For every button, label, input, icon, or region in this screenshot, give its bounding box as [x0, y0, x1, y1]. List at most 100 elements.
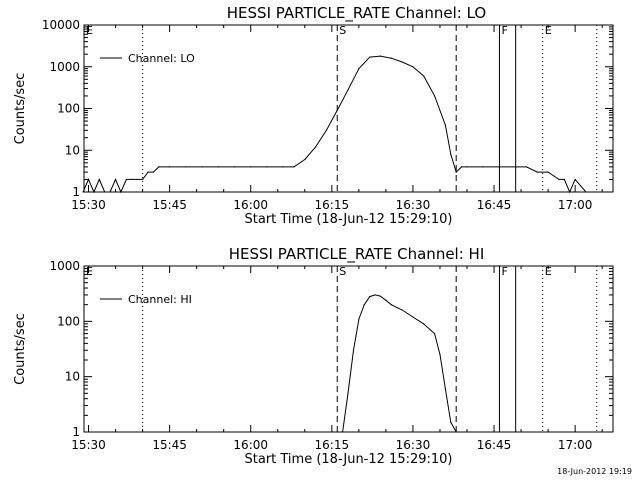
panel1-data-point [569, 191, 571, 193]
panel1-data-point [563, 178, 565, 181]
panel2-x-tick-label: 16:30 [396, 438, 431, 452]
panel1-data-point [547, 171, 549, 173]
panel2-x-tick-label: 15:30 [71, 438, 106, 452]
panel1-data-point [596, 191, 598, 193]
panel1-data-point [585, 191, 587, 193]
panel1-data-point [147, 171, 149, 173]
panel1-y-tick-label: 1 [72, 185, 80, 199]
panel1-data-point [141, 178, 144, 181]
panel2-data-point [439, 354, 441, 356]
panel1-data-point [152, 171, 154, 173]
timestamp-stamp: 18-Jun-2012 19:19 [557, 467, 632, 476]
panel1-marker-label: F [501, 24, 507, 37]
panel2-x-axis-label: Start Time (18-Jun-12 15:29:10) [245, 452, 453, 467]
panel1-data-point [558, 178, 560, 181]
panel1-data-point [87, 178, 90, 181]
panel1-data-point [293, 166, 295, 168]
panel1-data-point [315, 146, 317, 148]
panel1-data-point [233, 166, 236, 168]
panel2-x-tick-label: 16:45 [477, 438, 512, 452]
panel1-data-point [82, 191, 84, 193]
panel2-marker-label: E [545, 265, 552, 278]
panel2-data-point [450, 421, 452, 423]
panel1-x-tick-label: 16:00 [233, 198, 268, 212]
panel1-x-tick-label: 15:45 [152, 198, 187, 212]
panel2-data-point [347, 392, 349, 394]
panel1-y-tick-label: 10000 [42, 18, 80, 32]
panel1-data-point [515, 166, 517, 168]
panel2-title: HESSI PARTICLE_RATE Channel: HI [229, 245, 485, 264]
panel1-data-point [250, 166, 252, 168]
panel1-data-point [185, 166, 187, 168]
panel2-marker-label: S [339, 265, 346, 278]
panel2-y-tick-label: 1 [72, 425, 80, 439]
panel1-data-point [131, 178, 133, 181]
panel1-data-point [125, 178, 127, 181]
panel2-x-tick-label: 15:45 [152, 438, 187, 452]
panel2-marker-label: F [501, 265, 507, 278]
panel1-data-point [379, 55, 382, 57]
panel1-data-point [304, 158, 306, 161]
panel2-y-axis-label: Counts/sec [13, 313, 28, 385]
panel2-data-point [358, 318, 360, 320]
panel1-data-point [482, 166, 484, 168]
panel1-data-point [93, 191, 95, 193]
panel1-data-point [433, 95, 436, 97]
panel1-data-point [266, 166, 268, 168]
panel2-data-point [352, 349, 355, 351]
panel2-data-point [342, 431, 344, 433]
panel1-data-point [369, 56, 371, 58]
panel1-data-point [169, 166, 171, 168]
panel2-axes-frame [83, 265, 614, 433]
panel1-data-point [498, 166, 501, 168]
panel1-data-point [525, 166, 528, 168]
panel1-data-point [574, 178, 576, 181]
panel1-data-point [401, 61, 403, 63]
panel1-data-point [282, 166, 284, 168]
panel1-x-tick-label: 16:30 [396, 198, 431, 212]
panel1-data-point [412, 66, 414, 68]
panel2-legend-label: Channel: HI [128, 293, 192, 306]
panel1-data-point [109, 191, 111, 193]
panel2-data-point [444, 388, 446, 390]
panel2-data-point [401, 309, 403, 311]
panel1-data-point [114, 178, 117, 181]
panel1-data-point [136, 178, 138, 181]
panel1-data-point [120, 191, 122, 193]
panel2-data-point [363, 304, 365, 306]
panel1-data-point [460, 166, 463, 168]
panel1-x-axis-label: Start Time (18-Jun-12 15:29:10) [245, 212, 453, 227]
panel2-data-point [390, 304, 392, 306]
panel2-y-tick-label: 1000 [49, 259, 80, 273]
panel1-data-point [390, 57, 392, 59]
panel2-data-point [374, 294, 376, 296]
panel1-data-point [98, 178, 100, 181]
panel2-data-point [369, 295, 371, 298]
panel1-x-tick-label: 17:00 [558, 198, 593, 212]
panel1-y-tick-label: 1000 [49, 60, 80, 74]
panel1-data-point [325, 129, 328, 131]
panel1-data-point [104, 191, 106, 193]
panel1-y-tick-label: 10 [65, 143, 80, 157]
panel2-data-point [412, 316, 414, 318]
panel1-data-point [423, 75, 425, 77]
panel2-data-point [423, 323, 425, 325]
panel2-x-tick-label: 17:00 [558, 438, 593, 452]
panel1-marker-label: E [545, 24, 552, 37]
panel1-data-point [347, 89, 349, 91]
panel1-legend-label: Channel: LO [128, 52, 195, 65]
panel1-x-tick-label: 15:30 [71, 198, 106, 212]
panel1-series-line [82, 55, 608, 194]
panel1-data-point [336, 109, 338, 112]
panel2-data-point [379, 295, 382, 297]
panel2-x-tick-label: 16:15 [315, 438, 350, 452]
panel2-data-point [455, 431, 457, 433]
panel1-y-tick-label: 100 [57, 102, 80, 116]
panel1-marker-label: S [339, 24, 346, 37]
panel2-x-tick-label: 16:00 [233, 438, 268, 452]
panel2-data-point [385, 299, 387, 301]
panel1-data-point [450, 153, 452, 155]
panel1-data-point [455, 171, 457, 173]
